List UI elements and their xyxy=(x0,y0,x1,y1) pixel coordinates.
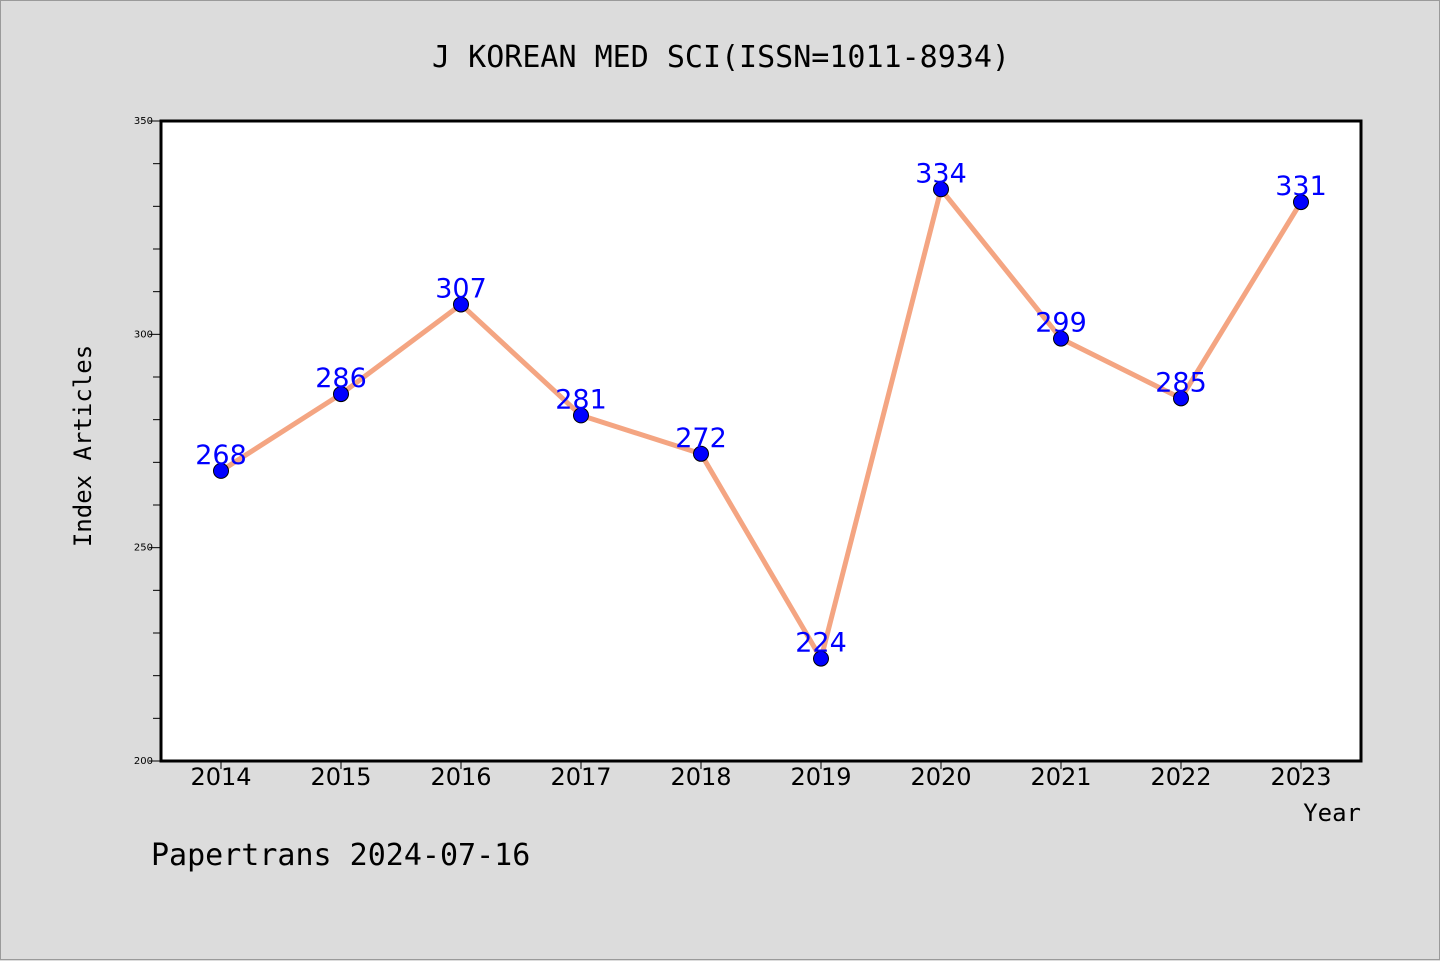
data-label: 331 xyxy=(1275,171,1327,202)
data-label: 334 xyxy=(915,158,967,189)
x-tick-label: 2021 xyxy=(1030,763,1091,791)
data-label: 281 xyxy=(555,384,607,415)
data-label: 272 xyxy=(675,423,727,454)
data-label: 299 xyxy=(1035,308,1087,339)
y-tick-label: 250 xyxy=(134,543,153,554)
x-tick-label: 2017 xyxy=(550,763,611,791)
data-point xyxy=(1173,390,1189,407)
chart-title: J KOREAN MED SCI(ISSN=1011-8934) xyxy=(432,40,1010,75)
y-tick-label: 200 xyxy=(134,756,153,767)
data-point xyxy=(1293,194,1309,211)
series-points-group xyxy=(213,181,1309,667)
plot-area xyxy=(159,119,1363,763)
data-label: 224 xyxy=(795,628,847,659)
data-label: 286 xyxy=(315,363,367,394)
data-point xyxy=(333,386,349,403)
data-point xyxy=(453,296,469,313)
data-point xyxy=(693,445,709,462)
y-axis-label: Index Articles xyxy=(69,345,97,547)
x-tick-label: 2020 xyxy=(910,763,971,791)
data-label: 285 xyxy=(1155,367,1207,398)
y-tick-label: 350 xyxy=(134,116,153,127)
data-point xyxy=(1053,330,1069,347)
footer-credit: Papertrans 2024-07-16 xyxy=(151,838,530,873)
data-point xyxy=(933,181,949,198)
x-tick-label: 2019 xyxy=(790,763,851,791)
x-axis: 2014 2015 2016 2017 2018 2019 2020 2021 2022 2023 xyxy=(190,761,1332,791)
data-point xyxy=(573,407,589,424)
x-tick-label: 2014 xyxy=(190,763,251,791)
data-point xyxy=(813,650,829,667)
x-axis-label: Year xyxy=(1303,799,1361,827)
x-tick-label: 2022 xyxy=(1150,763,1211,791)
x-tick-label: 2023 xyxy=(1270,763,1331,791)
data-labels-group: 268 286 307 281 272 224 334 299 285 331 xyxy=(195,158,1327,658)
data-label: 268 xyxy=(195,440,247,471)
series-line xyxy=(218,186,1304,662)
y-tick-label: 300 xyxy=(134,329,153,340)
x-tick-label: 2016 xyxy=(430,763,491,791)
series-line-group xyxy=(218,186,1304,662)
x-tick-label: 2015 xyxy=(310,763,371,791)
data-point xyxy=(213,462,229,479)
x-tick-label: 2018 xyxy=(670,763,731,791)
data-label: 307 xyxy=(435,273,487,304)
y-axis: 200 250 300 350 xyxy=(134,116,161,767)
